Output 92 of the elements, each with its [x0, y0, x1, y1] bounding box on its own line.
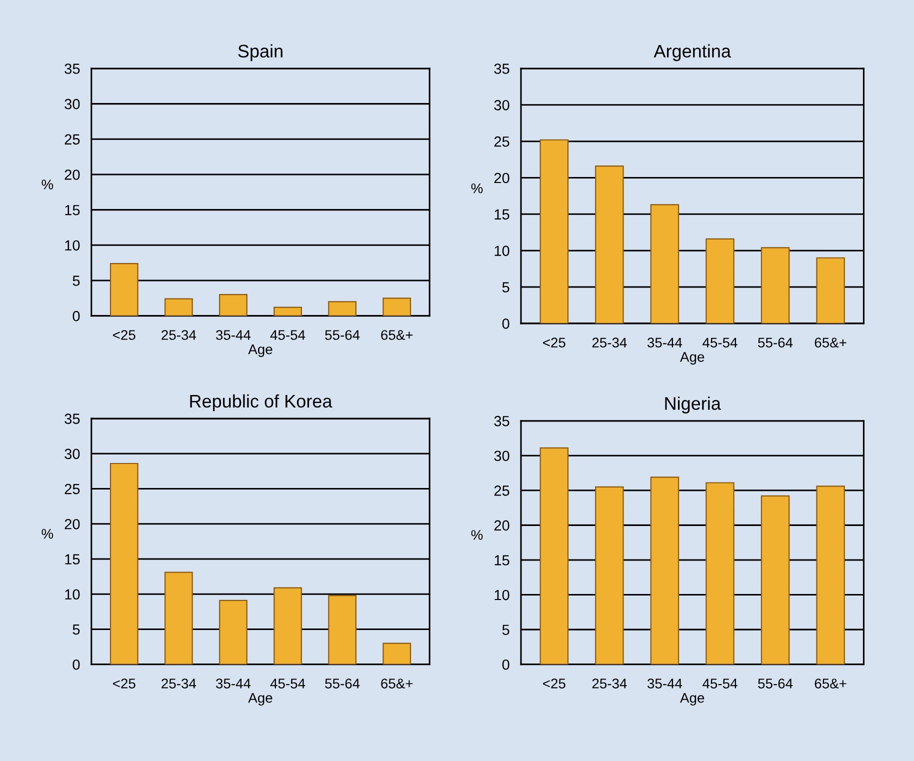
y-tick-label: 25 [64, 484, 80, 494]
x-tick-label: 35-44 [647, 678, 682, 688]
x-tick-label: 25-34 [592, 338, 627, 348]
bar [760, 495, 790, 664]
y-tick-label: 25 [494, 486, 510, 496]
y-tick-label: 0 [502, 659, 510, 670]
y-tick-label: 15 [65, 205, 80, 216]
bar [328, 594, 356, 664]
y-tick-label: 0 [72, 659, 80, 670]
y-axis-title: % [42, 180, 54, 190]
y-tick-label: 10 [65, 589, 80, 600]
y-tick-label: 15 [494, 555, 510, 566]
y-tick-label: 35 [494, 64, 510, 74]
x-tick-label: 45-54 [270, 678, 306, 688]
x-axis-title: Age [248, 344, 272, 357]
bar [274, 587, 302, 664]
y-tick-label: 15 [494, 209, 510, 220]
y-tick-label: 30 [494, 100, 510, 110]
bar [816, 486, 845, 664]
y-tick-label: 5 [72, 276, 80, 286]
x-tick-label: 45-54 [702, 678, 738, 688]
y-tick-label: 0 [502, 318, 510, 329]
y-tick-label: 35 [64, 414, 80, 424]
x-tick-label: 55-64 [325, 678, 360, 688]
bar [816, 257, 845, 324]
x-tick-label: 25-34 [162, 678, 196, 688]
y-tick-label: 30 [64, 98, 80, 110]
bar [382, 642, 412, 664]
y-tick-label: 30 [64, 448, 80, 460]
y-tick-label: 20 [494, 172, 510, 184]
bar [595, 166, 624, 324]
bar [650, 204, 680, 324]
x-tick-label: <25 [543, 678, 566, 688]
y-tick-label: 20 [64, 170, 80, 180]
bar [540, 139, 569, 324]
bar [706, 238, 734, 324]
x-axis-title: Age [680, 693, 704, 706]
chart-title: Nigeria [665, 396, 721, 414]
x-tick-label: 65&+ [814, 678, 846, 688]
chart-title: Argentina [654, 44, 731, 62]
y-tick-label: 20 [64, 518, 80, 530]
x-tick-label: <25 [543, 338, 566, 348]
x-tick-label: 45-54 [702, 338, 738, 348]
y-tick-label: 5 [502, 282, 510, 292]
y-tick-label: 10 [494, 590, 510, 600]
bar [219, 600, 248, 664]
x-tick-label: 35-44 [216, 330, 251, 340]
bar [328, 301, 356, 316]
y-tick-label: 15 [65, 554, 80, 564]
y-tick-label: 10 [65, 240, 80, 251]
y-axis-title: % [471, 183, 483, 194]
y-axis-title: % [471, 530, 483, 540]
bar [110, 262, 138, 316]
x-tick-label: 55-64 [325, 330, 360, 340]
bar [595, 486, 624, 664]
x-tick-label: 65&+ [381, 330, 413, 340]
bar [382, 298, 412, 316]
bar [650, 476, 680, 664]
bar [164, 298, 193, 316]
y-tick-label: 5 [502, 624, 510, 635]
y-tick-label: 20 [494, 520, 510, 531]
x-tick-label: 45-54 [270, 330, 306, 340]
x-axis-title: Age [248, 693, 272, 706]
y-tick-label: 25 [494, 136, 510, 147]
bar [219, 294, 248, 316]
bar [110, 462, 138, 664]
y-tick-label: 35 [494, 416, 510, 426]
x-tick-label: 55-64 [758, 678, 793, 688]
y-tick-label: 25 [64, 134, 80, 145]
x-tick-label: <25 [113, 330, 136, 340]
bar [274, 306, 302, 316]
x-tick-label: 65&+ [381, 678, 413, 688]
y-tick-label: 30 [494, 450, 510, 462]
y-tick-label: 10 [494, 246, 510, 256]
x-tick-label: 55-64 [758, 338, 793, 348]
x-tick-label: 65&+ [814, 338, 846, 348]
y-tick-label: 5 [72, 624, 80, 635]
y-tick-label: 35 [64, 64, 80, 74]
bar [164, 572, 193, 664]
chart-title: Republic of Korea [190, 394, 332, 412]
x-tick-label: <25 [113, 678, 136, 688]
bar [540, 447, 569, 664]
y-tick-label: 0 [72, 310, 80, 322]
chart-title: Spain [238, 44, 282, 62]
x-tick-label: 25-34 [162, 330, 196, 340]
x-axis-title: Age [680, 352, 704, 365]
bar [760, 247, 790, 324]
y-axis-title: % [42, 528, 54, 539]
bar [706, 482, 734, 664]
x-tick-label: 25-34 [592, 678, 627, 688]
x-tick-label: 35-44 [216, 678, 251, 688]
x-tick-label: 35-44 [647, 338, 682, 348]
